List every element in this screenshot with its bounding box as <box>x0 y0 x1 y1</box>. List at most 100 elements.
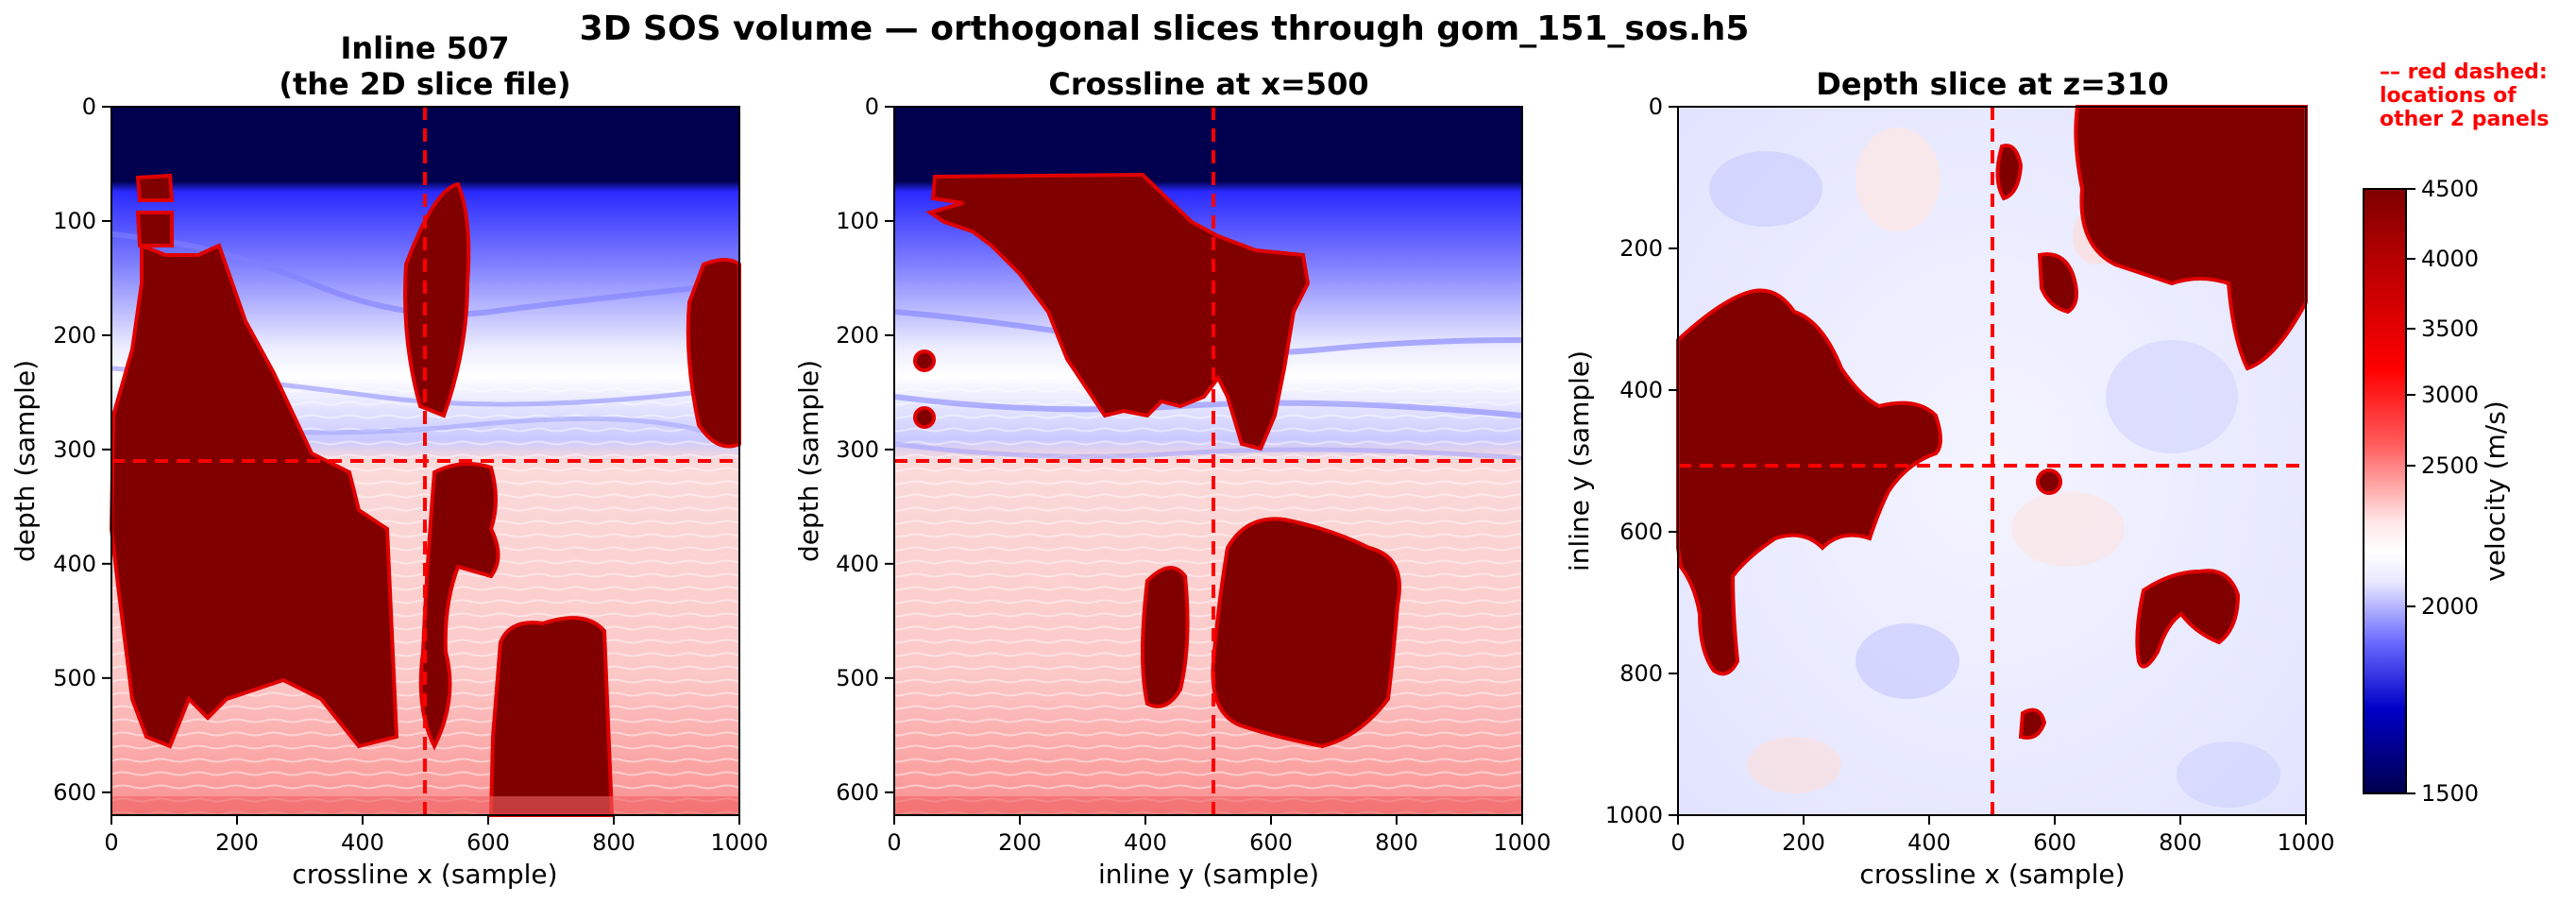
salt-body <box>913 349 936 372</box>
y-tick-label: 400 <box>53 551 96 577</box>
panel-inline-x-ticks: 0 200 400 600 800 1000 <box>104 815 769 856</box>
panel-crossline-sediment-texture <box>894 378 1522 815</box>
x-tick-label: 600 <box>2033 829 2076 856</box>
salt-body <box>686 258 741 449</box>
x-tick-label: 0 <box>104 829 118 856</box>
salt-body <box>109 243 399 749</box>
x-tick-label: 400 <box>341 829 384 856</box>
panel-crossline-bottom-band <box>894 796 1522 815</box>
panel-crossline: Crossline at x=500 0 200 400 600 800 1000 0 10… <box>793 66 1551 890</box>
panel-crossline-ylabel: depth (sample) <box>793 360 824 562</box>
x-tick-label: 800 <box>2159 829 2202 856</box>
panel-crossline-x-ticks: 0 200 400 600 800 1000 <box>887 815 1551 856</box>
velocity-anomaly <box>1747 737 1841 793</box>
y-tick-label: 0 <box>865 94 879 120</box>
velocity-anomaly <box>2177 741 2280 808</box>
velocity-anomaly <box>1856 623 1959 699</box>
x-tick-label: 0 <box>1670 829 1685 856</box>
panel-crossline-title: Crossline at x=500 <box>1048 66 1368 102</box>
panel-depth-slice: Depth slice at z=310 0 200 400 600 800 1000 <box>1564 66 2335 890</box>
salt-body <box>135 173 175 247</box>
marker-note-line: locations of <box>2380 84 2517 108</box>
y-tick-label: 400 <box>836 551 879 577</box>
y-tick-label: 300 <box>53 436 96 463</box>
panel-inline-ylabel: depth (sample) <box>9 360 41 562</box>
colorbar-tick-label: 3000 <box>2421 382 2479 408</box>
salt-body <box>488 616 615 817</box>
colorbar: 1500 2000 2500 3000 3500 4000 4500 velocity (m… <box>2363 176 2511 807</box>
velocity-anomaly <box>2011 491 2125 567</box>
velocity-anomaly <box>1856 128 1940 231</box>
y-tick-label: 200 <box>1619 235 1663 262</box>
figure-suptitle: 3D SOS volume — orthogonal slices throug… <box>580 9 1750 48</box>
velocity-anomaly <box>1709 151 1822 227</box>
x-tick-label: 600 <box>466 829 510 856</box>
panel-depth-slice-x-ticks: 0 200 400 600 800 1000 <box>1670 815 2335 856</box>
panel-crossline-horizon <box>893 441 1523 461</box>
y-tick-label: 600 <box>1619 519 1663 545</box>
y-tick-label: 1000 <box>1605 802 1663 828</box>
y-tick-label: 200 <box>836 322 879 349</box>
panel-depth-slice-title: Depth slice at z=310 <box>1816 66 2168 102</box>
colorbar-tick-label: 2500 <box>2421 452 2479 479</box>
y-tick-label: 300 <box>836 436 879 463</box>
panel-crossline-xlabel: inline y (sample) <box>1098 859 1319 890</box>
salt-body <box>403 181 471 418</box>
x-tick-label: 400 <box>1124 829 1167 856</box>
panel-inline-y-ticks: 0 100 200 300 400 500 600 <box>53 94 111 806</box>
panel-depth-slice-ylabel: inline y (sample) <box>1564 350 1595 571</box>
salt-body <box>1211 517 1401 749</box>
x-tick-label: 0 <box>887 829 901 856</box>
marker-note: –– red dashed: locations of other 2 pane… <box>2380 60 2550 131</box>
y-tick-label: 600 <box>53 779 96 806</box>
salt-body <box>913 406 936 429</box>
panel-inline-frame <box>110 106 740 816</box>
x-tick-label: 600 <box>1249 829 1293 856</box>
velocity-anomaly <box>2106 340 2238 453</box>
panel-depth-slice-y-ticks: 0 200 400 600 800 1000 <box>1605 94 1678 828</box>
y-tick-label: 0 <box>82 94 96 120</box>
x-tick-label: 200 <box>998 829 1042 856</box>
y-tick-label: 400 <box>1619 377 1663 403</box>
salt-body <box>2037 252 2078 315</box>
salt-body <box>2074 105 2308 371</box>
y-tick-label: 500 <box>53 665 96 691</box>
salt-body <box>1141 566 1190 708</box>
x-tick-label: 200 <box>215 829 259 856</box>
salt-body <box>2018 707 2047 740</box>
panel-inline-title-line2: (the 2D slice file) <box>279 66 570 102</box>
x-tick-label: 800 <box>1375 829 1418 856</box>
panel-crossline-frame <box>893 106 1523 816</box>
panel-depth-slice-frame <box>1677 106 2307 816</box>
x-tick-label: 200 <box>1782 829 1825 856</box>
colorbar-label: velocity (m/s) <box>2480 400 2511 581</box>
salt-body <box>1995 144 2024 201</box>
marker-note-line: other 2 panels <box>2380 108 2550 131</box>
y-tick-label: 600 <box>836 779 879 806</box>
x-tick-label: 1000 <box>710 829 768 856</box>
y-tick-label: 100 <box>836 208 879 234</box>
colorbar-tick-label: 2000 <box>2421 593 2479 620</box>
panel-inline-xlabel: crossline x (sample) <box>292 859 557 890</box>
y-tick-label: 200 <box>53 322 96 349</box>
x-tick-label: 1000 <box>2277 829 2334 856</box>
marker-note-line: –– red dashed: <box>2380 60 2548 84</box>
salt-body <box>2135 569 2241 669</box>
y-tick-label: 100 <box>53 208 96 234</box>
y-tick-label: 500 <box>836 665 879 691</box>
panel-inline-title-line1: Inline 507 <box>340 30 509 66</box>
salt-body <box>1676 288 1942 676</box>
salt-body <box>2036 469 2062 495</box>
salt-body <box>418 462 500 751</box>
colorbar-scale <box>2363 188 2407 794</box>
panel-crossline-y-ticks: 0 100 200 300 400 500 600 <box>836 94 894 806</box>
panel-depth-slice-xlabel: crossline x (sample) <box>1859 859 2125 890</box>
colorbar-tick-label: 1500 <box>2421 780 2479 807</box>
colorbar-tick-label: 3500 <box>2421 315 2479 342</box>
colorbar-tick-label: 4500 <box>2421 176 2479 202</box>
x-tick-label: 400 <box>1907 829 1951 856</box>
panel-inline: Inline 507 (the 2D slice file) 0 200 400 60… <box>9 30 769 890</box>
y-tick-label: 800 <box>1619 660 1663 687</box>
x-tick-label: 1000 <box>1493 829 1551 856</box>
